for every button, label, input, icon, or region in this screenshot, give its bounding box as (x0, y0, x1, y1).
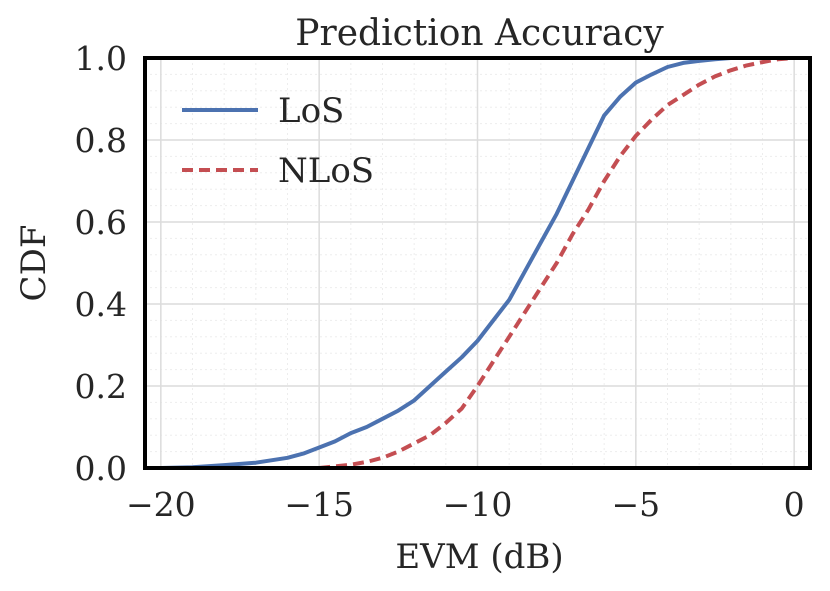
legend: LoS NLoS (182, 91, 374, 191)
x-tick-label: −5 (612, 485, 661, 524)
plot-frame (143, 56, 812, 470)
series-layer (158, 56, 797, 470)
x-tick-label: 0 (784, 485, 805, 524)
legend-label-nlos: NLoS (278, 151, 374, 191)
y-tick-label: 0.6 (75, 203, 127, 242)
tick-labels: −20 −15 −10 −5 0 0.0 0.2 0.4 0.6 0.8 1.0 (75, 39, 805, 524)
minor-grid (145, 58, 810, 468)
x-tick-label: −20 (126, 485, 196, 524)
series-line-nlos (318, 56, 795, 470)
x-tick-label: −10 (443, 485, 513, 524)
chart-title: Prediction Accuracy (295, 13, 664, 54)
x-tick-label: −15 (284, 485, 354, 524)
legend-label-los: LoS (278, 91, 344, 131)
x-axis-label: EVM (dB) (395, 537, 563, 577)
y-tick-label: 0.0 (75, 449, 127, 488)
y-tick-label: 0.8 (75, 121, 127, 160)
y-tick-label: 0.2 (75, 367, 127, 406)
y-tick-label: 0.4 (75, 285, 127, 324)
y-axis-label: CDF (14, 225, 54, 302)
y-tick-label: 1.0 (75, 39, 127, 78)
series-line-los (158, 56, 797, 470)
